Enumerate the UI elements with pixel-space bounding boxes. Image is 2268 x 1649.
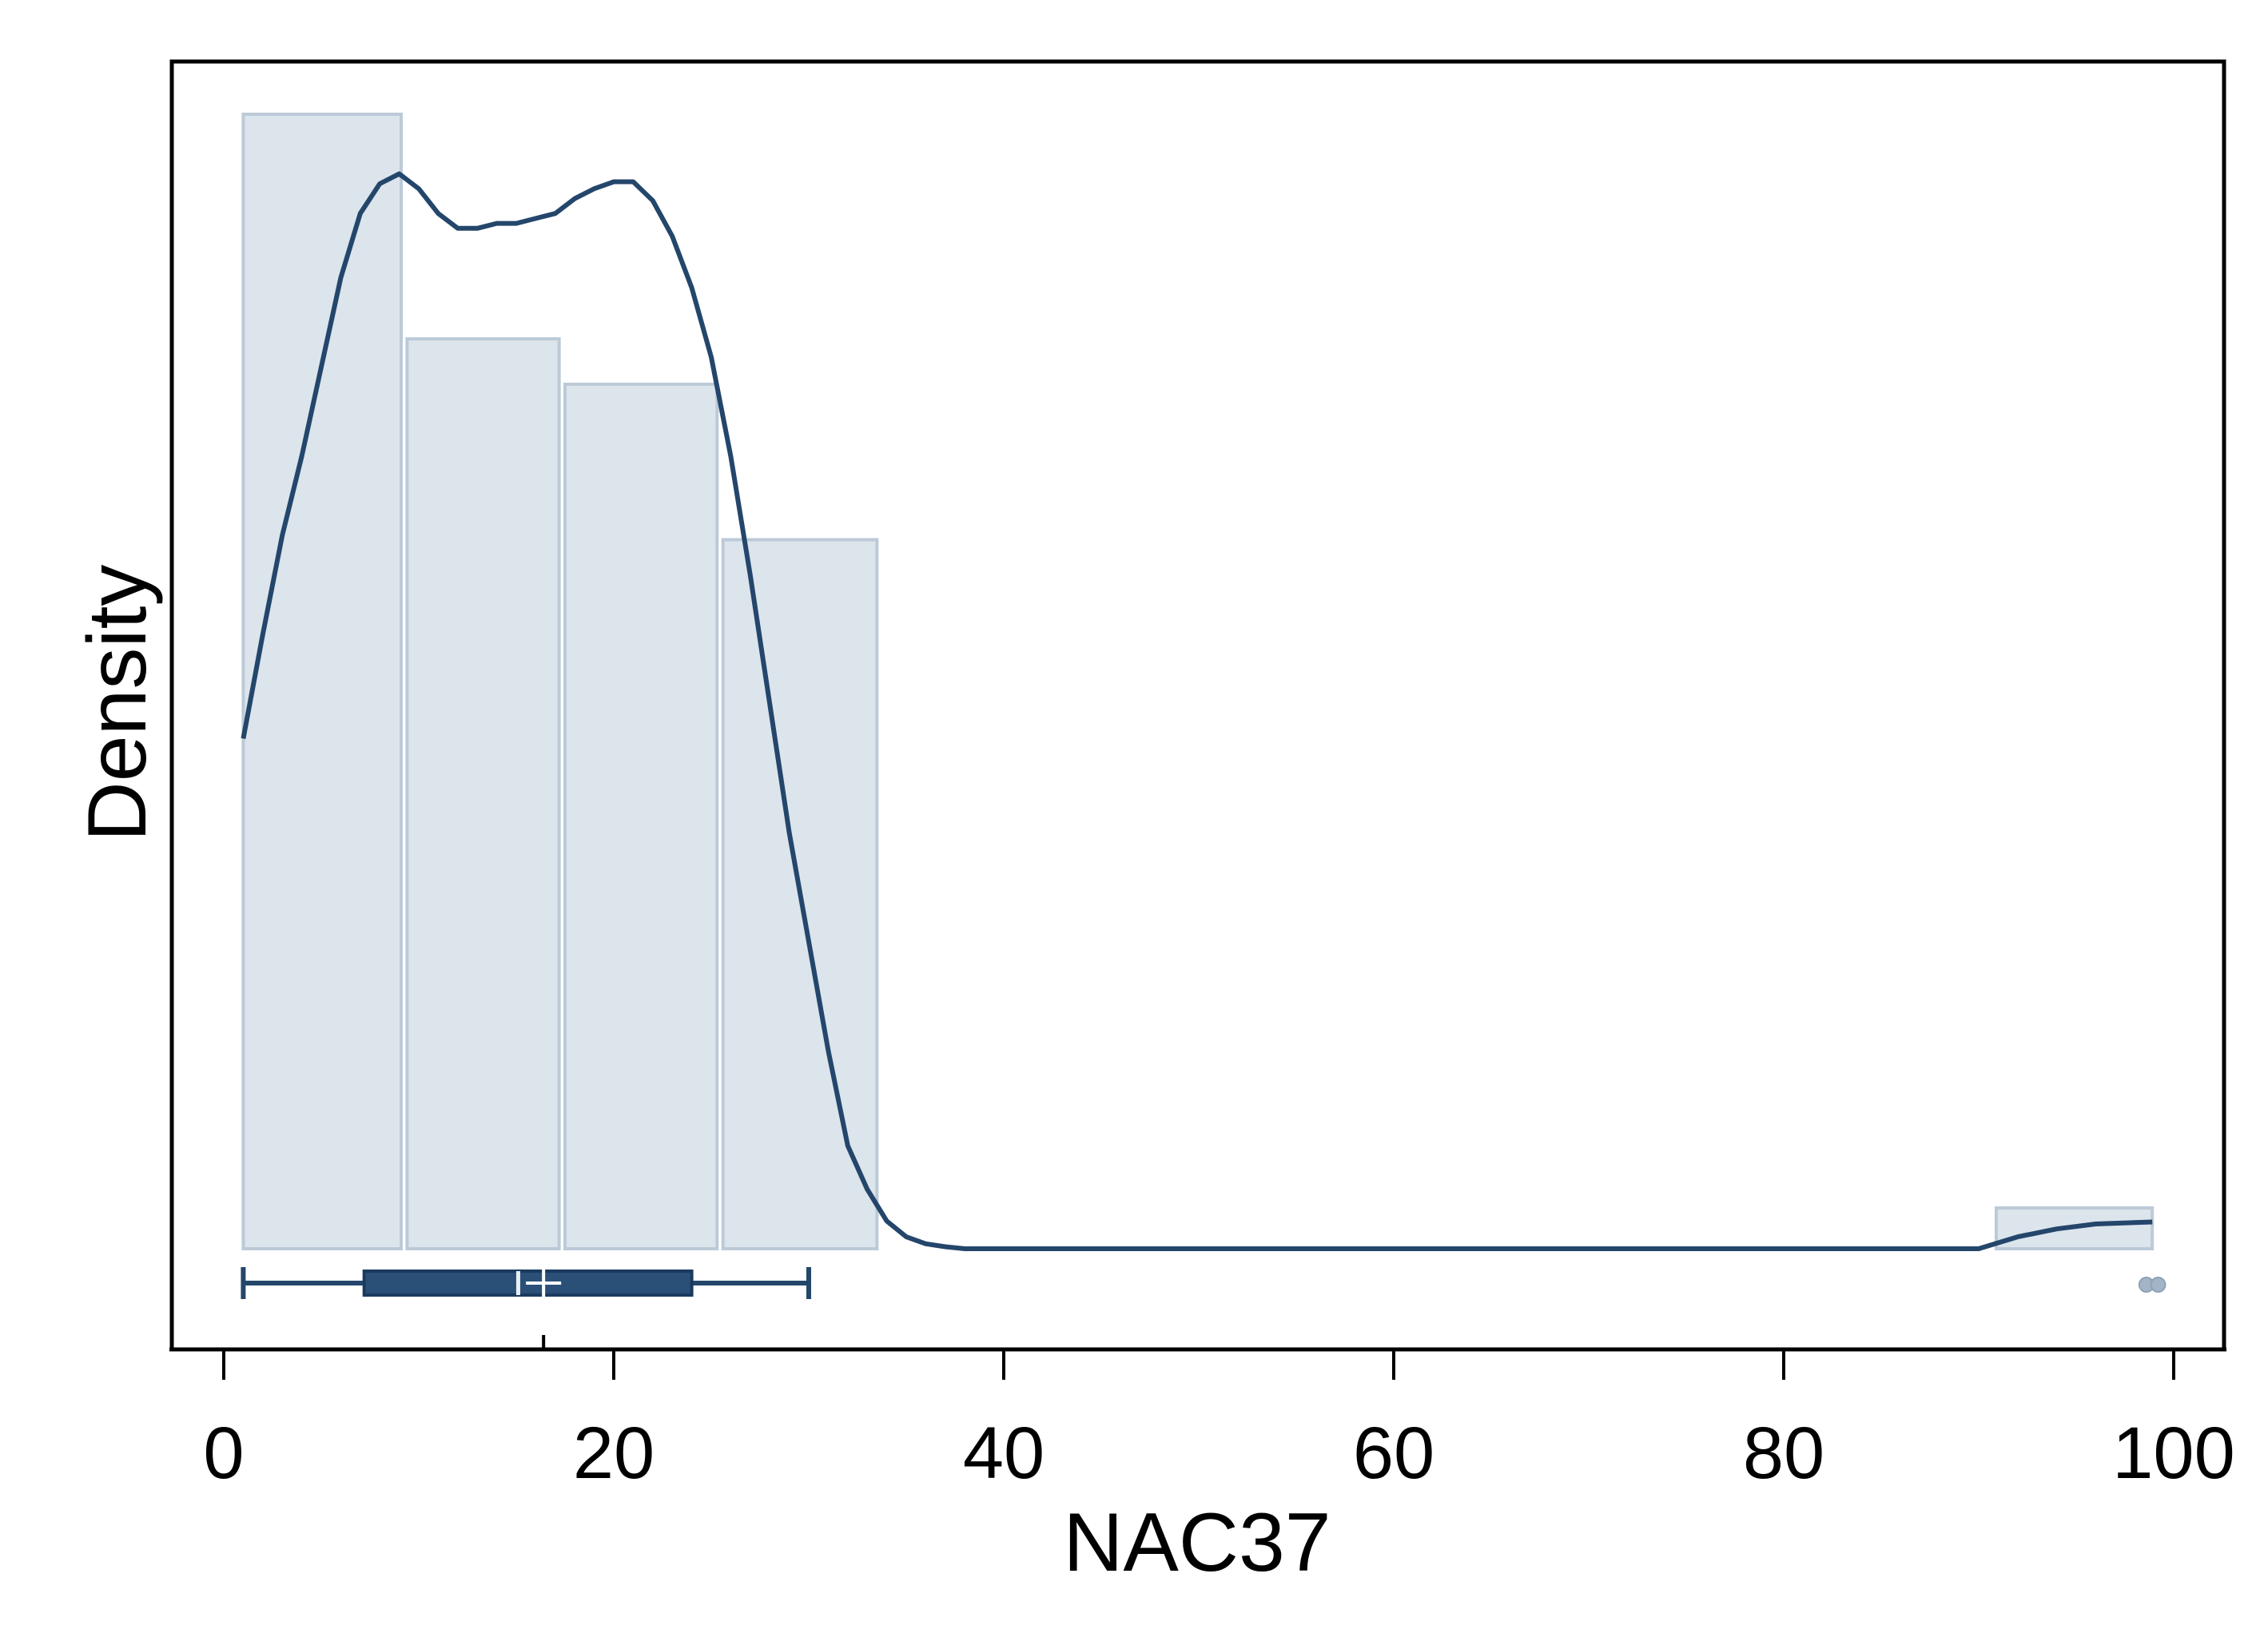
y-axis-title: Density <box>71 565 164 842</box>
density-curve-layer <box>241 171 2153 1251</box>
x-tick-label-0: 0 <box>203 1413 244 1494</box>
density-curve <box>241 171 2153 1251</box>
histogram-bar-3 <box>563 382 719 1251</box>
boxplot-outlier-2 <box>2150 1277 2167 1293</box>
x-tick-label-40: 40 <box>963 1413 1044 1494</box>
x-tick-label-20: 20 <box>573 1413 655 1494</box>
x-axis-title: NAC37 <box>1063 1496 1331 1589</box>
x-tick-label-80: 80 <box>1743 1413 1824 1494</box>
x-tick-label-60: 60 <box>1353 1413 1434 1494</box>
histogram-bar-2 <box>405 337 561 1250</box>
boxplot <box>241 1266 2167 1349</box>
histogram-bar-1 <box>241 113 404 1250</box>
x-tick-label-100: 100 <box>2112 1413 2235 1494</box>
x-axis: 0 20 40 60 80 100 <box>169 1347 2235 1494</box>
